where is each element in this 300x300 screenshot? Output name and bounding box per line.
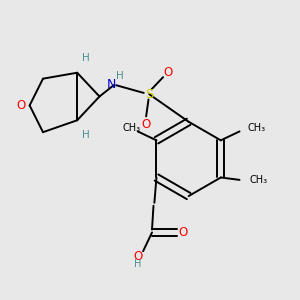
Text: H: H	[82, 130, 89, 140]
Text: N: N	[107, 78, 116, 91]
Text: CH₃: CH₃	[248, 123, 266, 133]
Text: H: H	[116, 71, 124, 81]
Text: O: O	[134, 250, 143, 263]
Text: O: O	[17, 99, 26, 112]
Text: O: O	[178, 226, 188, 239]
Text: S: S	[145, 88, 153, 100]
Text: CH₃: CH₃	[249, 175, 268, 185]
Text: H: H	[134, 259, 141, 269]
Text: H: H	[82, 53, 89, 64]
Text: CH₃: CH₃	[123, 123, 141, 133]
Text: O: O	[141, 118, 150, 131]
Text: O: O	[163, 66, 172, 79]
